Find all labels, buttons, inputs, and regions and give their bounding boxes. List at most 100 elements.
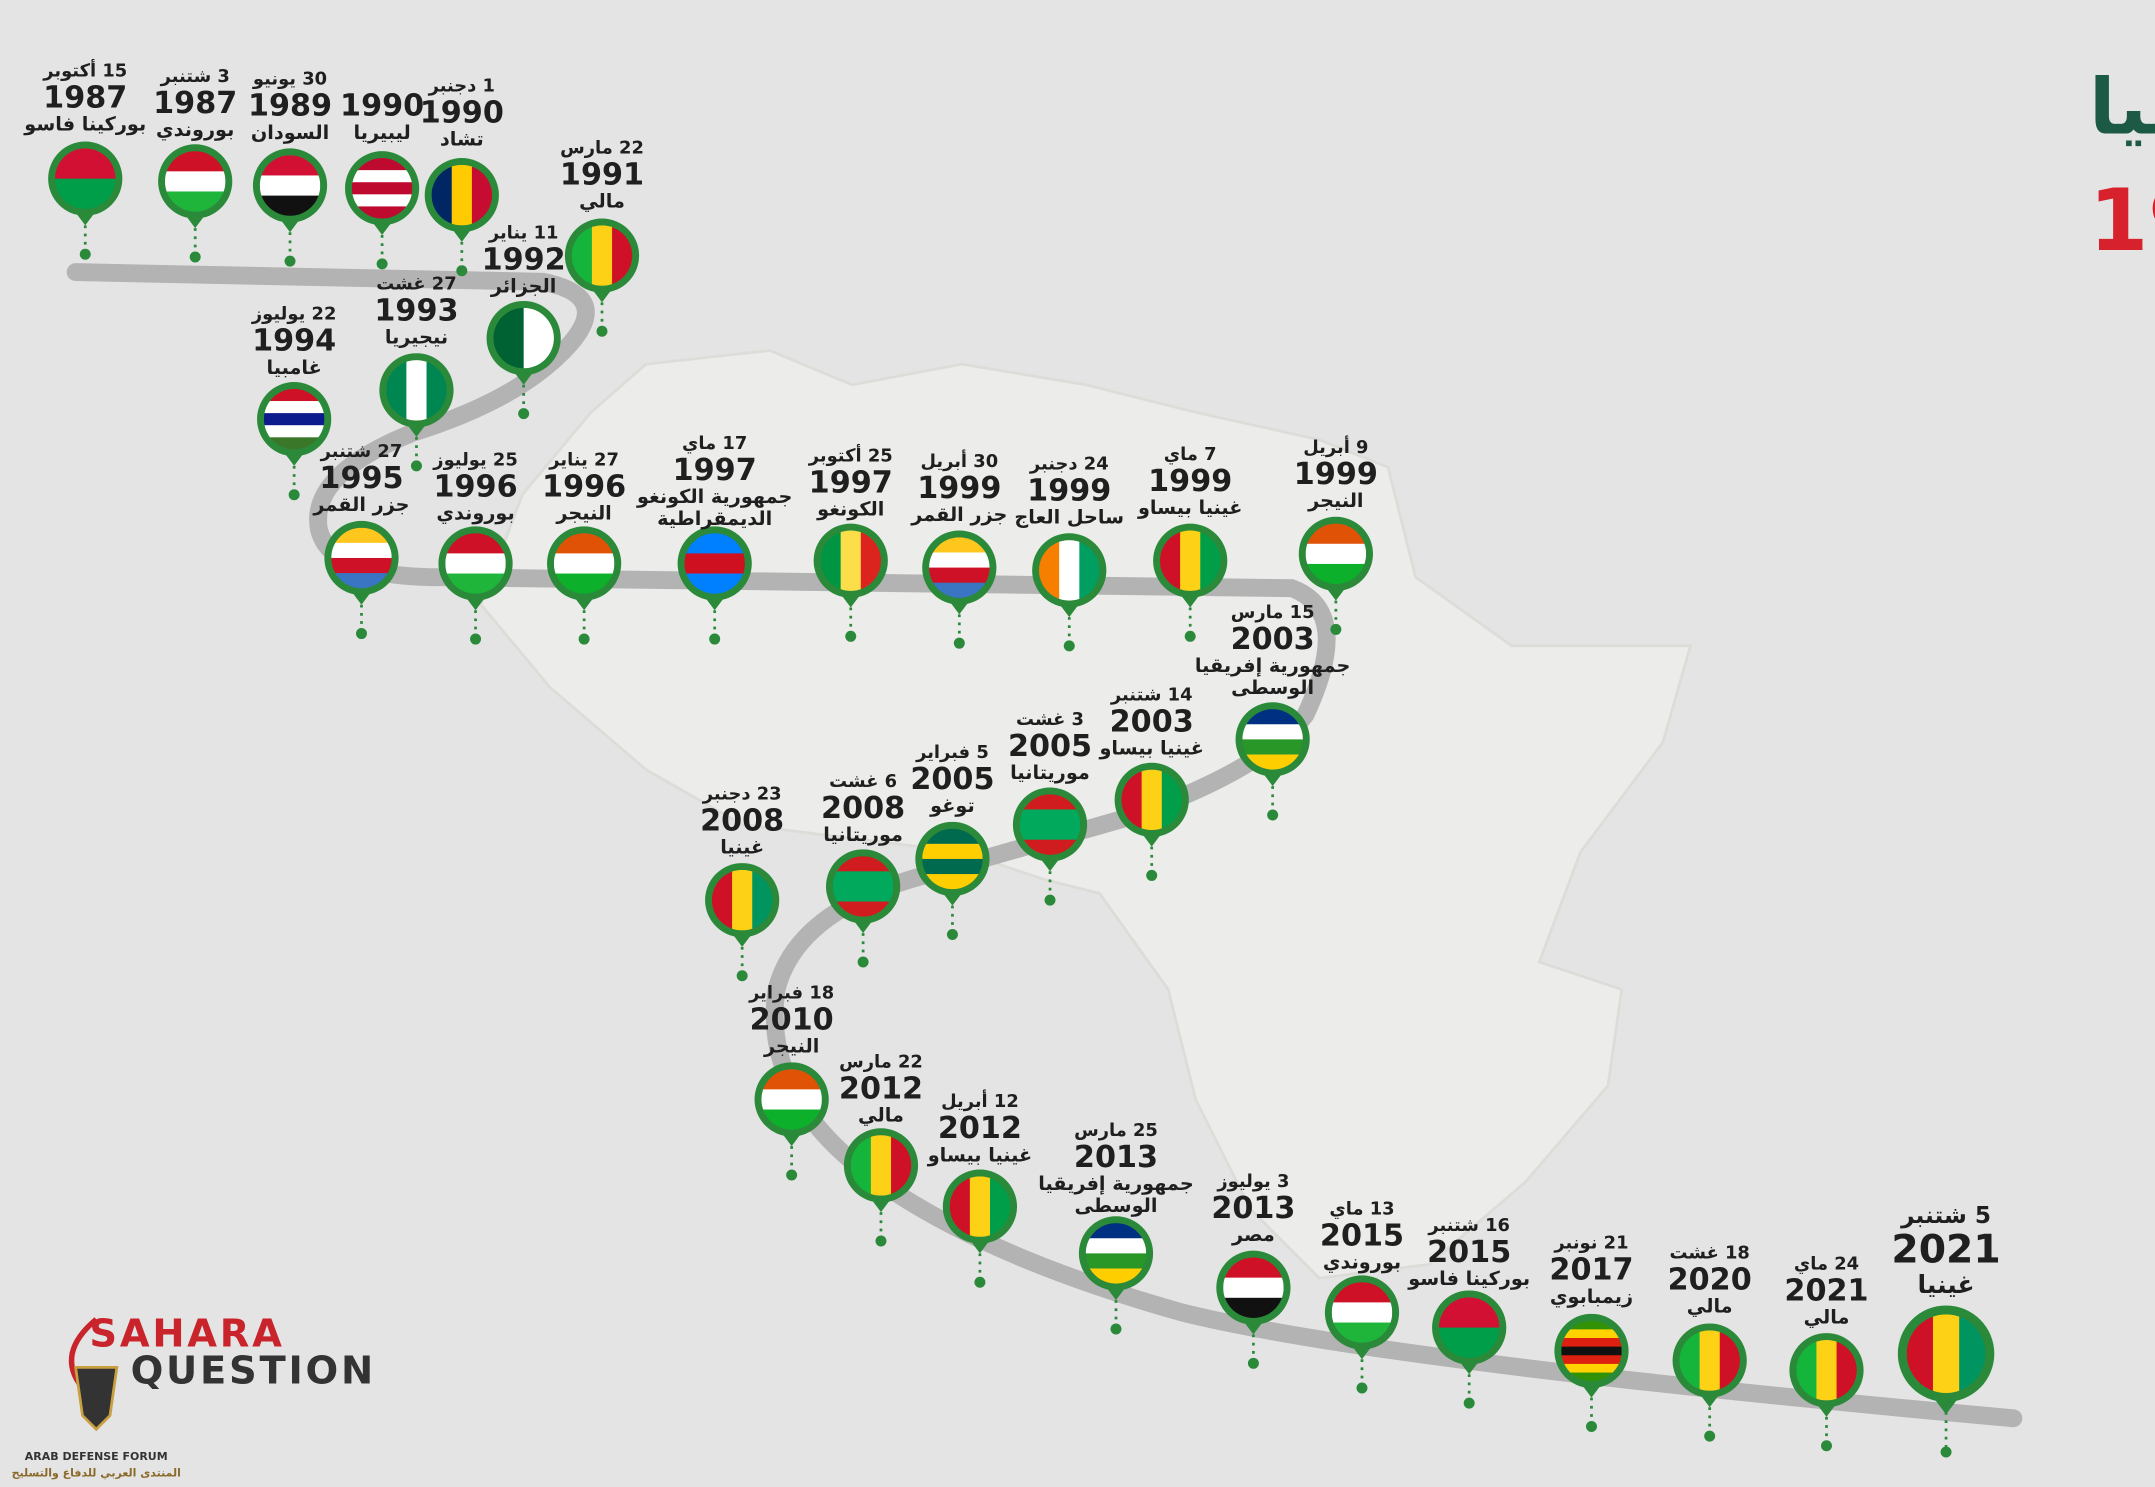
event-country: مالي	[858, 1103, 904, 1126]
flag	[684, 533, 745, 594]
event-date: 22 يوليوز	[251, 304, 336, 325]
flag-stripe	[1223, 1277, 1284, 1299]
flag	[386, 360, 447, 421]
event-country: مالي	[1687, 1294, 1733, 1317]
flag-stripe	[1561, 1372, 1622, 1382]
flag-stripe	[969, 1176, 991, 1237]
flag	[1331, 1282, 1393, 1343]
event-year: 2013	[1211, 1191, 1295, 1226]
event-country: بوروندي	[156, 118, 234, 142]
flag	[850, 1135, 912, 1196]
flag-stripe	[1085, 1253, 1147, 1270]
event-country: غينيا بيساو	[1137, 496, 1242, 519]
flag-stripe	[949, 1176, 971, 1237]
event-date: 24 دجنبر	[1029, 454, 1109, 475]
event-date: 12 أبريل	[941, 1089, 1019, 1112]
event-year: 2021	[1784, 1273, 1868, 1308]
event-date: 7 ماي	[1164, 444, 1217, 465]
event-year: 2013	[1074, 1140, 1158, 1175]
flag-stripe	[406, 360, 428, 421]
pin-dot	[1063, 640, 1075, 652]
event-country: بوروندي	[1323, 1250, 1401, 1274]
pin-dot	[953, 637, 965, 649]
event-date: 25 يوليوز	[432, 449, 517, 470]
event-country: السودان	[251, 121, 329, 144]
event-country: نيجيريا	[385, 326, 448, 349]
flag	[1796, 1339, 1857, 1401]
event-year: 2012	[839, 1071, 923, 1106]
flag-stripe	[1331, 1302, 1393, 1324]
event-year: 2017	[1549, 1253, 1633, 1288]
event-year: 1994	[252, 324, 336, 359]
flag-stripe	[1305, 563, 1367, 585]
flag-stripe	[426, 360, 447, 421]
event-country: بوركينا فاسو	[23, 113, 146, 136]
title: الإنقلابات العسكرية في إفريقيا	[2089, 64, 2155, 154]
event-country: النيجر	[763, 1035, 819, 1058]
pin-dot	[1463, 1397, 1475, 1409]
flag-stripe	[1141, 769, 1163, 831]
event-year: 1995	[319, 461, 403, 496]
event-year: 2012	[938, 1111, 1022, 1146]
event-country: النيجر	[1307, 489, 1363, 512]
event-country: توغو	[929, 794, 974, 817]
flag-stripe	[553, 533, 615, 555]
flag-stripe	[351, 194, 413, 208]
event-date: 17 ماي	[682, 433, 747, 454]
flag-stripe	[684, 553, 745, 575]
event-year: 1992	[482, 243, 566, 278]
event-country: مالي	[1804, 1305, 1850, 1328]
flag-stripe	[1223, 1257, 1284, 1279]
event-country: غينيا	[720, 835, 764, 858]
flag-stripe	[1699, 1330, 1721, 1391]
pin-dot	[1704, 1430, 1716, 1442]
event-year: 1987	[43, 80, 127, 115]
event-year: 2008	[821, 791, 905, 826]
event-country: الديمقراطية	[657, 507, 772, 530]
flag-stripe	[445, 573, 506, 594]
pin-dot	[1267, 809, 1279, 821]
event-year: 1999	[917, 471, 1001, 506]
event-date: 22 مارس	[560, 137, 644, 158]
event-year: 1999	[1027, 474, 1111, 509]
event-date: 27 شتنبر	[320, 441, 403, 462]
pin-dot	[79, 248, 91, 260]
flag-stripe	[1200, 530, 1221, 591]
flag-stripe	[1836, 1339, 1857, 1401]
flag-stripe	[331, 557, 392, 574]
flag	[431, 164, 493, 226]
flag-stripe	[711, 869, 733, 931]
flag-stripe	[990, 1176, 1011, 1237]
flag-stripe	[922, 843, 983, 860]
flag-stripe	[591, 225, 613, 286]
event-country: مالي	[579, 190, 625, 213]
event-date: 15 أكتوبر	[42, 58, 127, 81]
flag-stripe	[832, 886, 894, 903]
event-country: غينيا	[1918, 1270, 1975, 1299]
flag-stripe	[1331, 1322, 1393, 1343]
pin-dot	[946, 929, 958, 941]
pin-dot	[456, 265, 468, 277]
flag-stripe	[259, 155, 321, 177]
event-year: 1997	[673, 453, 757, 488]
flag-stripe	[1085, 1238, 1147, 1255]
flag-stripe	[1079, 540, 1100, 601]
event-year: 2020	[1668, 1262, 1752, 1297]
flag-stripe	[891, 1135, 912, 1196]
event-date: 21 نونبر	[1553, 1233, 1628, 1254]
flag-stripe	[1719, 1330, 1740, 1391]
pin-dot	[736, 970, 748, 982]
pin-dot	[1821, 1440, 1832, 1452]
event-country: مصر	[1231, 1223, 1275, 1246]
